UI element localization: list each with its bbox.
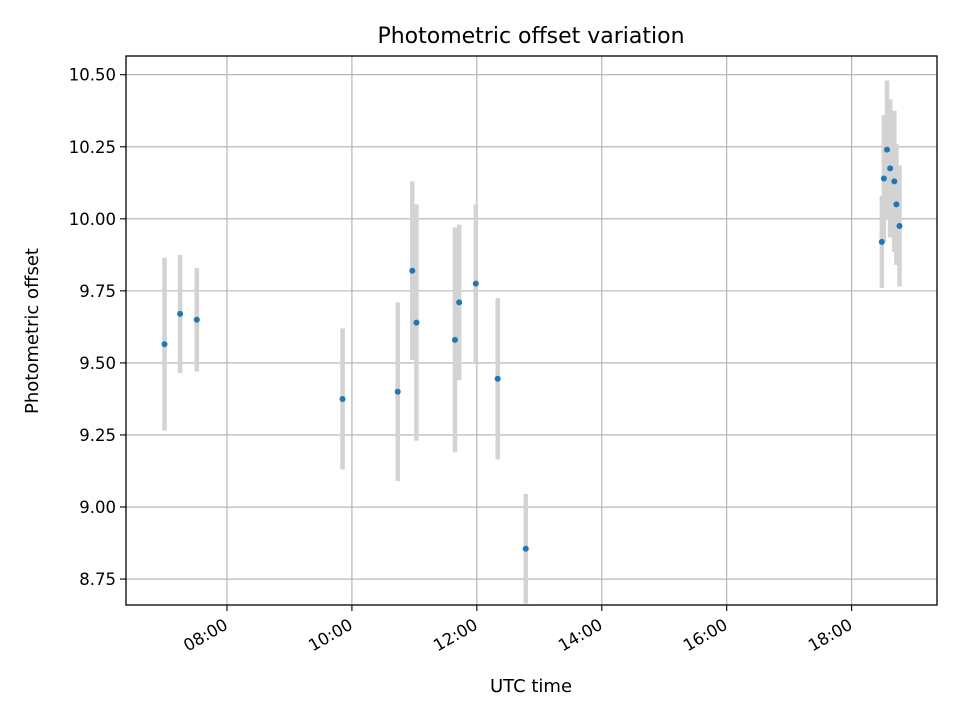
y-tick-label: 9.75 bbox=[79, 282, 116, 301]
x-axis-label: UTC time bbox=[490, 676, 572, 697]
y-tick-label: 9.00 bbox=[79, 498, 116, 517]
x-tick-label: 16:00 bbox=[680, 615, 731, 655]
data-point bbox=[893, 201, 900, 208]
y-tick-label: 10.25 bbox=[69, 138, 116, 157]
data-point bbox=[880, 175, 887, 182]
data-point bbox=[884, 146, 891, 153]
data-point bbox=[193, 316, 200, 323]
x-axis: 08:00 10:00 12:00 14:00 16:00 18:00 bbox=[180, 605, 856, 655]
y-tick-label: 10.00 bbox=[69, 210, 116, 229]
y-axis: 8.75 9.00 9.25 9.50 9.75 10.00 10.25 10.50 bbox=[69, 66, 126, 589]
y-tick-label: 9.25 bbox=[79, 426, 116, 445]
y-tick-label: 9.50 bbox=[79, 354, 116, 373]
data-point bbox=[339, 395, 346, 402]
plot-frame bbox=[125, 55, 938, 606]
y-tick-label: 8.75 bbox=[79, 570, 116, 589]
data-point bbox=[394, 388, 401, 395]
y-axis-label: Photometric offset bbox=[22, 248, 43, 414]
x-tick-label: 18:00 bbox=[805, 615, 856, 655]
data-point bbox=[887, 165, 894, 172]
data-point bbox=[878, 238, 885, 245]
errorbars bbox=[162, 80, 902, 604]
x-tick-label: 12:00 bbox=[430, 615, 481, 655]
x-tick-label: 08:00 bbox=[180, 615, 231, 655]
data-point bbox=[494, 375, 501, 382]
data-point bbox=[413, 319, 420, 326]
data-point bbox=[522, 545, 529, 552]
data-point bbox=[409, 267, 416, 274]
y-tick-label: 10.50 bbox=[69, 66, 116, 85]
data-point bbox=[896, 223, 903, 230]
data-point bbox=[177, 310, 184, 317]
data-point bbox=[451, 336, 458, 343]
x-tick-label: 14:00 bbox=[555, 615, 606, 655]
data-point bbox=[456, 299, 463, 306]
x-tick-label: 10:00 bbox=[305, 615, 356, 655]
data-points bbox=[161, 146, 903, 552]
data-point bbox=[161, 341, 168, 348]
data-point bbox=[472, 280, 479, 287]
data-point bbox=[891, 178, 898, 185]
grid bbox=[126, 56, 937, 605]
chart-title: Photometric offset variation bbox=[377, 24, 684, 49]
